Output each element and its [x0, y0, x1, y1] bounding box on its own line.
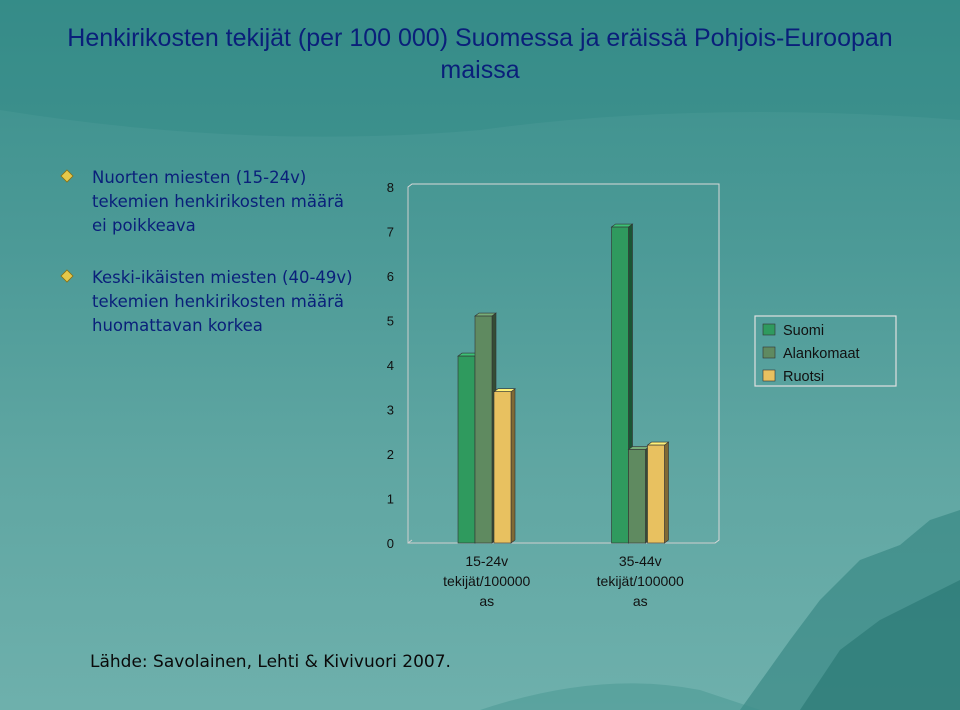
- legend-swatch: [762, 346, 776, 359]
- x-tick-label: as: [633, 593, 648, 609]
- diamond-bullet-icon: [60, 169, 74, 183]
- x-tick-label: tekijät/100000: [597, 573, 684, 589]
- y-tick-label: 8: [387, 180, 394, 195]
- legend-label: Ruotsi: [783, 369, 824, 385]
- y-tick-label: 3: [387, 403, 394, 418]
- y-tick-label: 7: [387, 225, 394, 240]
- bullet-list: Nuorten miesten (15-24v) tekemien henkir…: [60, 166, 360, 338]
- bar-top: [646, 441, 670, 446]
- floor-edge: [407, 539, 413, 544]
- x-tick-label: tekijät/100000: [443, 573, 530, 589]
- bar-top: [474, 312, 497, 317]
- y-tick-label: 6: [387, 269, 394, 284]
- bullet-text: Nuorten miesten (15-24v) tekemien henkir…: [92, 168, 344, 235]
- x-tick-label: 15-24v: [465, 553, 508, 569]
- bar-top: [493, 388, 516, 392]
- bar-chart: 0 1 2 3 4 5 6 7 8 15-24v tekijät/100000 as 35-44v tek…: [387, 180, 897, 609]
- legend-label: Suomi: [783, 323, 824, 339]
- bar: [457, 355, 476, 544]
- bar-side: [510, 388, 516, 544]
- bullet-item: Keski-ikäisten miesten (40-49v) tekemien…: [60, 266, 360, 338]
- legend-swatch: [762, 323, 776, 336]
- bar: [628, 449, 646, 544]
- bar: [474, 315, 493, 544]
- bar: [611, 226, 629, 544]
- y-tick-label: 1: [387, 492, 394, 507]
- y-tick-label: 2: [387, 447, 394, 462]
- source-citation: Lähde: Savolainen, Lehti & Kivivuori 200…: [90, 652, 451, 672]
- bar-side: [664, 441, 669, 544]
- y-tick-label: 0: [387, 536, 394, 551]
- bullet-text: Keski-ikäisten miesten (40-49v) tekemien…: [92, 268, 353, 335]
- plot-frame: [407, 183, 720, 544]
- bullet-item: Nuorten miesten (15-24v) tekemien henkir…: [60, 166, 360, 238]
- bar: [647, 444, 665, 544]
- legend-box: [754, 315, 897, 387]
- bar: [493, 391, 512, 544]
- x-tick-label: as: [479, 593, 494, 609]
- bar-top: [627, 446, 651, 450]
- legend-swatch: [762, 369, 776, 382]
- y-tick-label: 5: [387, 314, 394, 329]
- diamond-bullet-icon: [60, 269, 74, 283]
- x-tick-label: 35-44v: [619, 553, 662, 569]
- page-title: Henkirikosten tekijät (per 100 000) Suom…: [67, 24, 893, 84]
- legend-label: Alankomaat: [783, 346, 860, 362]
- y-tick-label: 4: [387, 358, 394, 373]
- bar-top: [610, 223, 634, 228]
